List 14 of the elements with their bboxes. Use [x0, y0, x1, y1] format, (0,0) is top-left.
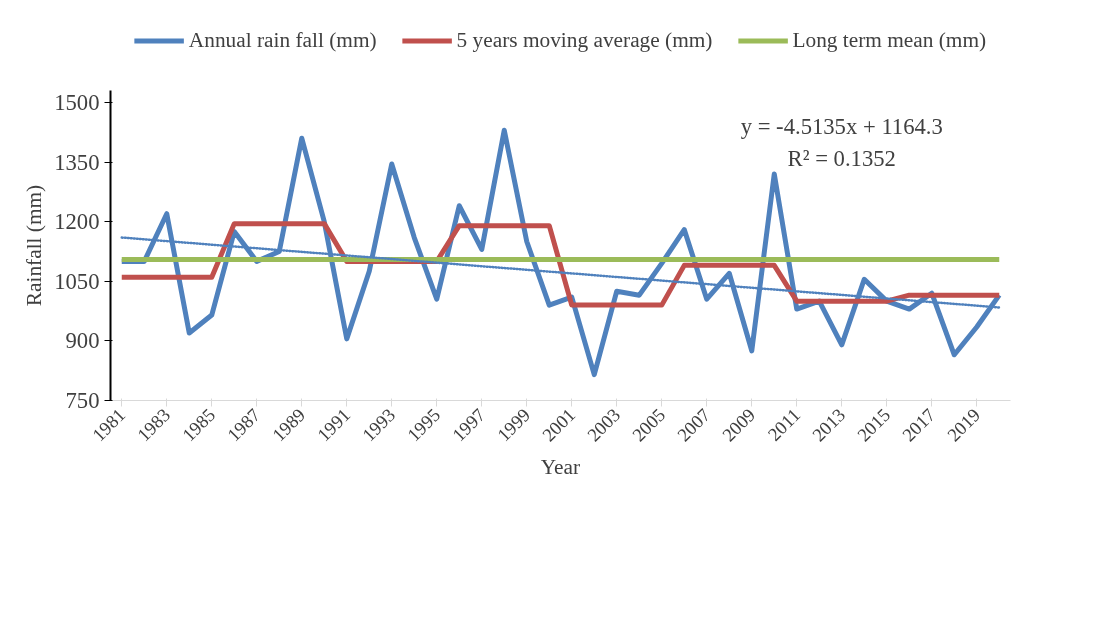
annotation: y = -4.5135x + 1164.3: [740, 113, 943, 139]
y-tick-label: 750: [65, 388, 100, 413]
y-tick-label: 900: [65, 328, 100, 354]
y-tick-label: 1050: [54, 268, 100, 294]
annotation: R² = 0.1352: [787, 145, 896, 171]
y-tick-label: 1200: [54, 209, 100, 235]
x-tick-label: 1991: [312, 404, 355, 446]
x-axis-title: Year: [540, 455, 581, 480]
legend-label: Annual rain fall (mm): [188, 27, 377, 53]
legend-label: Long term mean (mm): [792, 27, 987, 53]
legend-label: 5 years moving average (mm): [456, 27, 713, 53]
y-axis-title: Rainfall (mm): [22, 184, 47, 307]
y-tick-label: 1500: [54, 89, 100, 115]
y-tick-label: 1350: [54, 149, 100, 175]
